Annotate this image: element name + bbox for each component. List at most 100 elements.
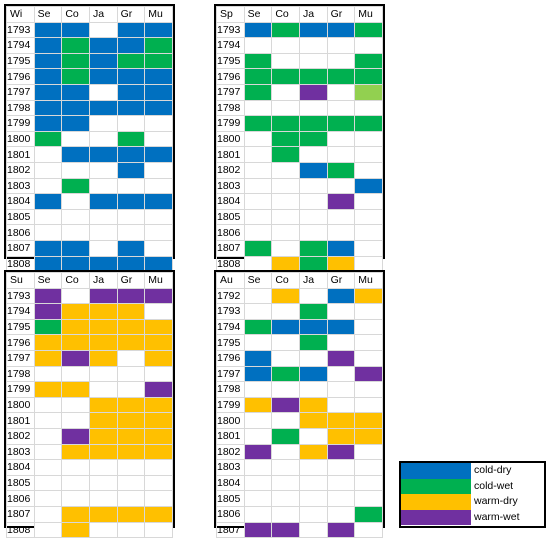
year-row: 1793 (216, 21, 383, 39)
grid-cell (326, 318, 356, 336)
grid-cell (88, 349, 118, 367)
legend-label: cold-dry (474, 464, 512, 476)
grid-cell (116, 334, 146, 351)
grid-cell (61, 505, 90, 523)
year-label: 1807 (6, 239, 35, 257)
grid-cell (116, 521, 146, 538)
grid-cell (354, 505, 383, 523)
grid-cell (144, 490, 173, 507)
grid-cell (271, 224, 300, 241)
grid-cell (243, 318, 273, 336)
grid-cell (88, 459, 118, 476)
grid-cell (144, 99, 173, 117)
grid-cell (243, 146, 273, 163)
legend-label: warm-wet (474, 510, 520, 523)
grid-cell (88, 334, 118, 351)
year-row: 1800 (6, 130, 173, 148)
grid-cell (298, 115, 328, 132)
grid-cell (271, 68, 300, 85)
year-row: 1798 (6, 99, 173, 117)
year-row: 1804 (216, 193, 383, 210)
grid-cell (88, 83, 118, 101)
grid-cell (116, 52, 146, 70)
grid-cell (88, 161, 118, 179)
season-label: Su (6, 272, 35, 289)
grid-cell (88, 146, 118, 163)
panel-spring: Sp Se Co Ja Gr Mu 1793 1794 1795 1796 1797 1798 1799… (214, 4, 385, 273)
grid-cell (33, 490, 63, 507)
grid-cell (298, 52, 328, 70)
grid-cell (326, 381, 356, 398)
grid-cell (271, 193, 300, 210)
grid-cell (144, 239, 173, 257)
year-label: 1802 (6, 427, 35, 445)
grid-cell (243, 83, 273, 101)
grid-cell (88, 490, 118, 507)
year-row: 1800 (216, 412, 383, 429)
grid-cell (33, 381, 63, 398)
year-row: 1802 (216, 443, 383, 461)
year-row: 1805 (6, 474, 173, 492)
legend-swatch (401, 478, 471, 494)
grid-cell (243, 459, 273, 476)
grid-cell (61, 161, 90, 179)
legend-swatch (401, 494, 471, 510)
column-header: Mu (144, 272, 173, 289)
year-row: 1799 (216, 115, 383, 132)
year-label: 1797 (216, 83, 245, 101)
grid-cell (33, 177, 63, 195)
grid-cell (354, 193, 383, 210)
year-row: 1797 (216, 83, 383, 101)
grid-cell (326, 427, 356, 445)
column-header: Se (33, 272, 63, 289)
grid-cell (271, 443, 300, 461)
grid-cell (88, 239, 118, 257)
year-label: 1795 (216, 334, 245, 351)
grid-cell (61, 68, 90, 85)
year-row: 1799 (6, 115, 173, 132)
year-label: 1799 (216, 115, 245, 132)
year-label: 1800 (216, 412, 245, 429)
grid-cell (298, 193, 328, 210)
year-row: 1795 (216, 52, 383, 70)
grid-cell (61, 521, 90, 538)
grid-cell (326, 239, 356, 257)
grid-cell (354, 490, 383, 507)
year-row: 1802 (6, 427, 173, 445)
grid-cell (354, 427, 383, 445)
grid-cell (144, 334, 173, 351)
grid-cell (243, 490, 273, 507)
grid-cell (243, 224, 273, 241)
grid-cell (144, 381, 173, 398)
grid-cell (298, 396, 328, 414)
grid-cell (243, 412, 273, 429)
column-header: Gr (326, 272, 356, 289)
grid-cell (271, 83, 300, 101)
year-row: 1803 (216, 177, 383, 195)
year-label: 1803 (216, 177, 245, 195)
grid-cell (88, 68, 118, 85)
year-row: 1793 (216, 303, 383, 320)
grid-cell (116, 83, 146, 101)
year-label: 1805 (6, 474, 35, 492)
grid-cell (61, 443, 90, 461)
grid-cell (33, 287, 63, 305)
year-row: 1806 (216, 224, 383, 241)
grid-cell (88, 208, 118, 226)
grid-cell (326, 52, 356, 70)
year-row: 1798 (216, 381, 383, 398)
legend-item-warm-dry: warm-dry (401, 494, 544, 510)
grid-cell (243, 177, 273, 195)
grid-cell (88, 318, 118, 336)
year-label: 1800 (6, 130, 35, 148)
year-label: 1800 (216, 130, 245, 148)
grid-cell (116, 21, 146, 39)
grid-cell (61, 474, 90, 492)
grid-cell (144, 412, 173, 429)
year-row: 1799 (6, 381, 173, 398)
grid-cell (88, 177, 118, 195)
grid-cell (61, 255, 90, 273)
year-row: 1801 (216, 146, 383, 163)
column-header: Co (271, 272, 300, 289)
grid-cell (144, 365, 173, 383)
